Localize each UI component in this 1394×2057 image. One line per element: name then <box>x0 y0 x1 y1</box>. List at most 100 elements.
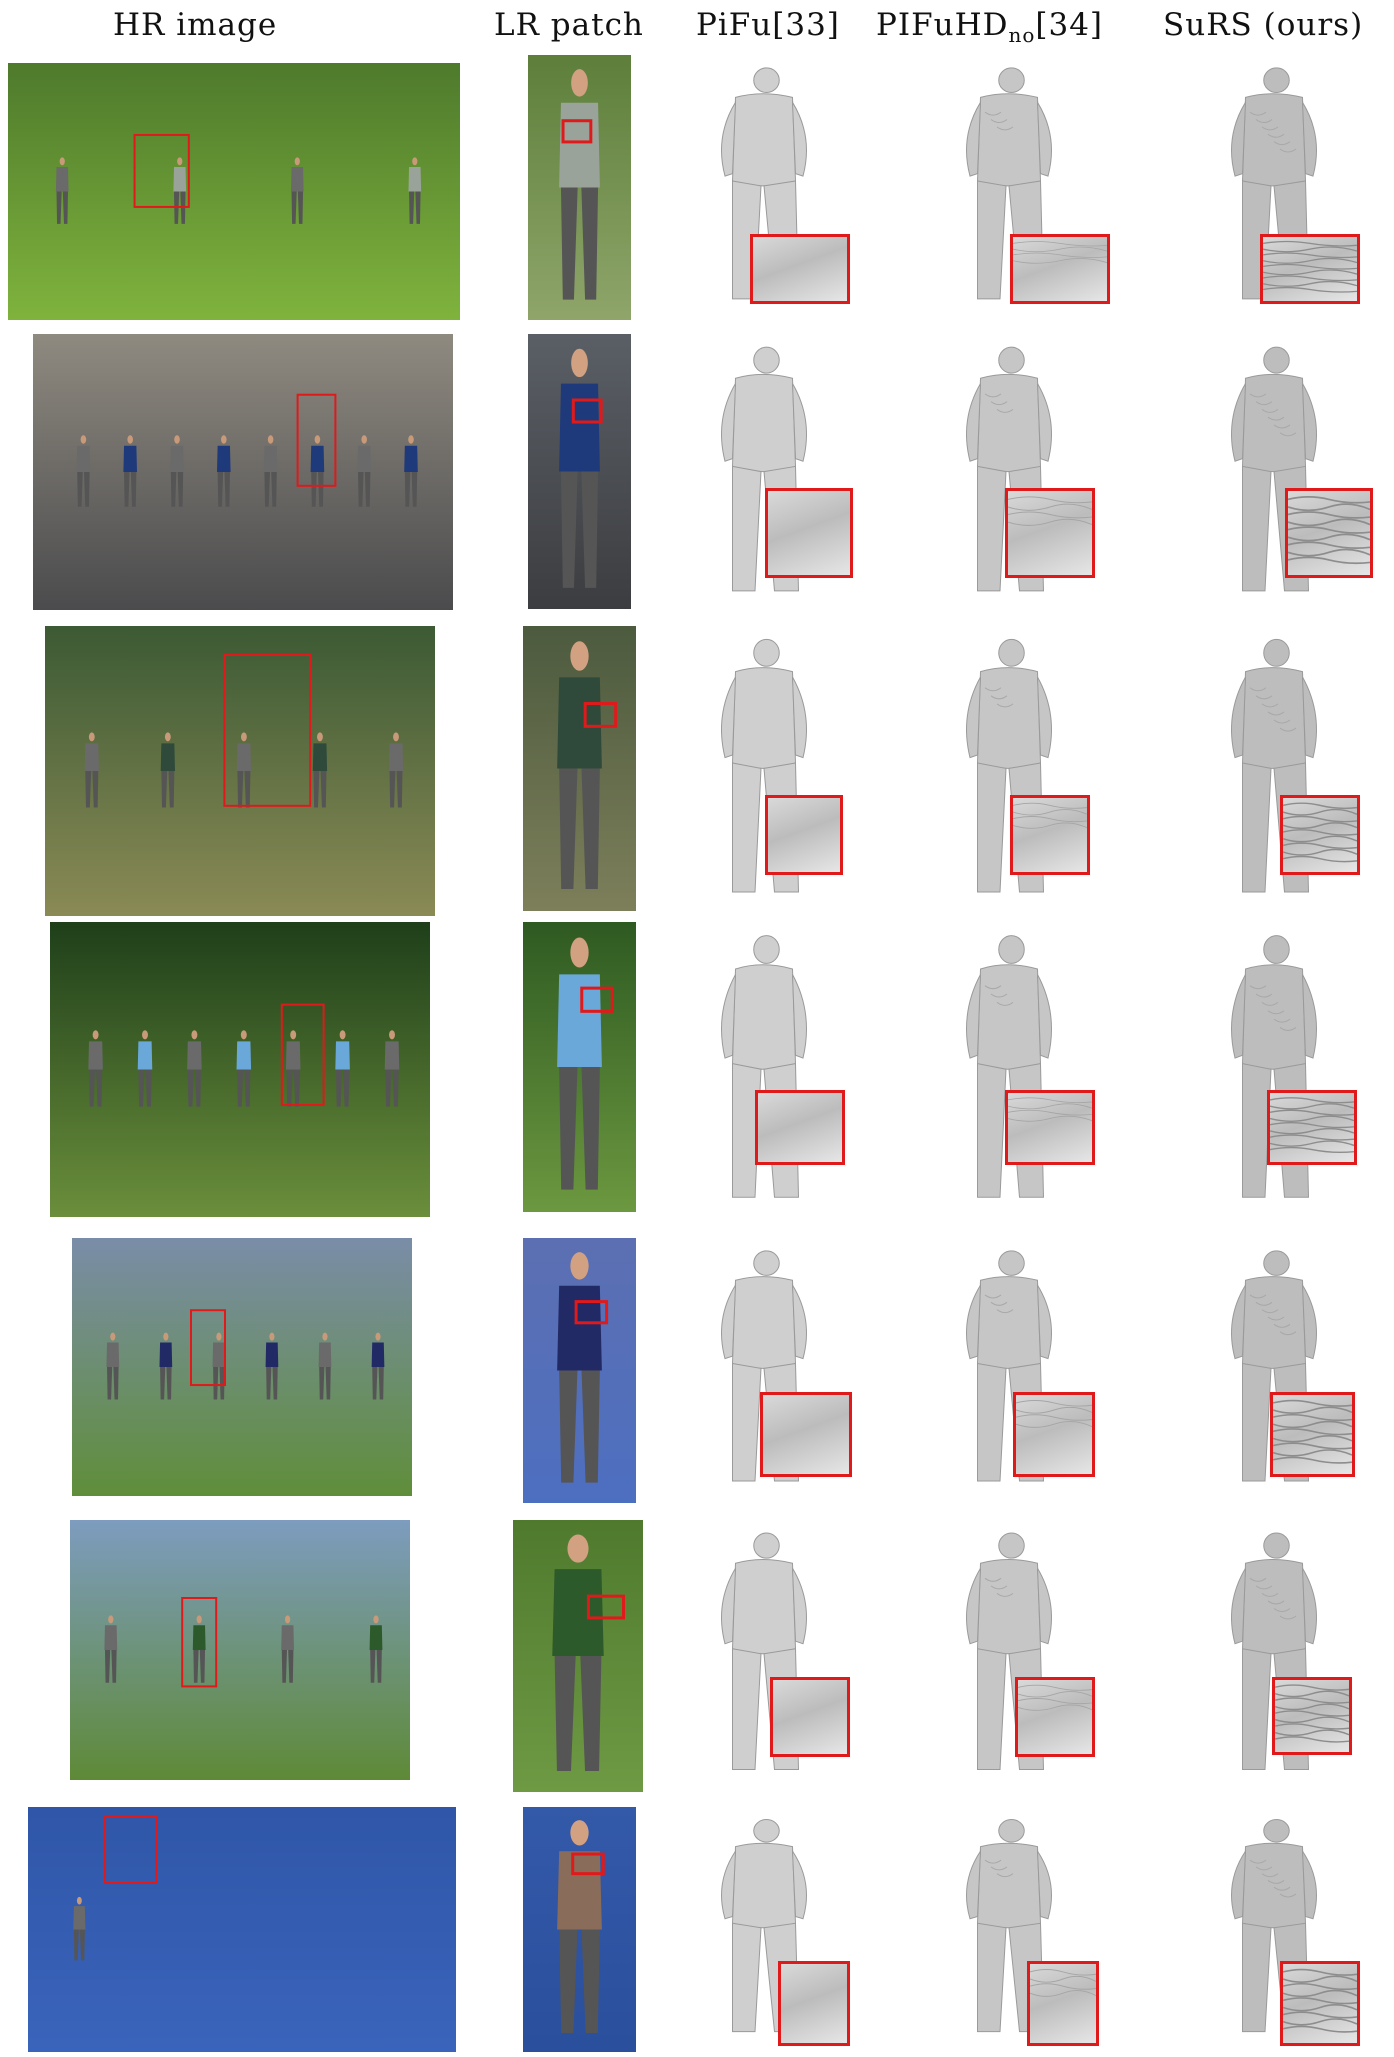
lr-patch <box>528 334 631 609</box>
mesh-figure <box>1231 346 1317 592</box>
zoom-inset <box>1013 1392 1095 1477</box>
zoom-inset <box>770 1677 850 1757</box>
detail-region-box <box>583 702 618 728</box>
lr-person <box>557 1820 602 2034</box>
lr-patch <box>523 922 636 1212</box>
hr-person <box>160 732 175 808</box>
hr-person <box>388 732 404 808</box>
lr-patch <box>528 55 631 320</box>
hr-person <box>371 1332 385 1400</box>
hr-person <box>369 1615 383 1683</box>
lr-person <box>557 1252 602 1483</box>
zoom-inset <box>1005 1090 1095 1165</box>
pifuhd-reconstruction <box>925 1242 1115 1497</box>
hr-person <box>76 435 91 507</box>
hr-image <box>70 1520 410 1780</box>
hr-person <box>318 1332 332 1400</box>
hr-image <box>50 922 430 1217</box>
target-person-box <box>223 654 312 807</box>
zoom-inset <box>1010 234 1110 304</box>
hr-person <box>137 1030 153 1107</box>
hr-person <box>212 1332 226 1400</box>
comparison-row <box>0 626 1394 916</box>
detail-region-box <box>574 1300 609 1325</box>
comparison-row <box>0 1520 1394 1792</box>
pifuhd-reconstruction <box>925 926 1115 1216</box>
target-person-box <box>133 133 190 208</box>
pifu-reconstruction <box>680 926 870 1216</box>
zoom-inset <box>760 1392 852 1477</box>
hr-person <box>408 157 422 224</box>
lr-patch <box>523 1238 636 1503</box>
hr-person <box>384 1030 400 1107</box>
pifuhd-reconstruction <box>925 630 1115 910</box>
lr-person <box>557 641 602 890</box>
zoom-inset <box>1272 1677 1352 1755</box>
hr-person <box>312 732 328 808</box>
comparison-row <box>0 55 1394 321</box>
hr-person <box>236 732 252 808</box>
mesh-figure <box>966 67 1052 300</box>
pifuhd-ref: [34] <box>1035 7 1104 43</box>
hr-person <box>88 1030 103 1107</box>
hr-person <box>187 1030 202 1107</box>
header-lr-patch: LR patch <box>494 7 644 43</box>
hr-person <box>104 1615 118 1683</box>
target-person-box <box>104 1815 158 1884</box>
hr-person <box>285 1030 301 1107</box>
pifu-reconstruction <box>680 1811 870 2046</box>
surs-reconstruction <box>1190 1242 1380 1497</box>
detail-region-box <box>571 1852 605 1876</box>
header-pifu: PiFu[33] <box>696 7 840 43</box>
hr-person <box>335 1030 350 1107</box>
hr-person <box>290 157 304 224</box>
pifu-reconstruction <box>680 338 870 608</box>
hr-person <box>263 435 278 507</box>
hr-person <box>106 1332 120 1400</box>
surs-reconstruction <box>1190 338 1380 608</box>
hr-person <box>170 435 184 507</box>
lr-patch <box>513 1520 643 1792</box>
surs-reconstruction <box>1190 59 1380 315</box>
comparison-row <box>0 334 1394 614</box>
hr-person <box>357 435 372 507</box>
hr-person <box>55 157 69 224</box>
zoom-inset <box>778 1961 850 2046</box>
zoom-inset <box>1280 1961 1360 2046</box>
zoom-inset <box>1267 1090 1357 1165</box>
hr-person <box>404 435 418 507</box>
zoom-inset <box>1010 795 1090 875</box>
pifuhd-reconstruction <box>925 1524 1115 1786</box>
target-person-box <box>280 1003 325 1106</box>
zoom-inset <box>1285 488 1373 578</box>
hr-person <box>73 1896 86 1961</box>
pifuhd-reconstruction <box>925 59 1115 315</box>
detail-region-box <box>571 398 603 424</box>
pifuhd-label: PIFuHD <box>876 7 1009 43</box>
zoom-inset <box>1005 488 1095 578</box>
pifuhd-subscript: no <box>1008 23 1036 48</box>
detail-region-box <box>561 119 593 144</box>
target-person-box <box>181 1597 218 1688</box>
hr-person <box>236 1030 252 1107</box>
hr-person <box>192 1615 206 1683</box>
comparison-row <box>0 1807 1394 2052</box>
surs-reconstruction <box>1190 1524 1380 1786</box>
lr-person <box>559 348 600 588</box>
target-person-box <box>296 393 337 487</box>
comparison-row <box>0 922 1394 1222</box>
mesh-figure <box>966 1819 1052 2033</box>
zoom-inset <box>1270 1392 1355 1477</box>
pifu-reconstruction <box>680 1524 870 1786</box>
zoom-inset <box>1027 1961 1099 2046</box>
lr-patch <box>523 1807 636 2052</box>
hr-image <box>45 626 435 916</box>
lr-person <box>552 1534 604 1772</box>
zoom-inset <box>765 488 853 578</box>
hr-image <box>33 334 453 610</box>
hr-person <box>265 1332 279 1400</box>
hr-person <box>123 435 138 507</box>
hr-image <box>28 1807 456 2052</box>
surs-reconstruction <box>1190 630 1380 910</box>
zoom-inset <box>1280 795 1360 875</box>
